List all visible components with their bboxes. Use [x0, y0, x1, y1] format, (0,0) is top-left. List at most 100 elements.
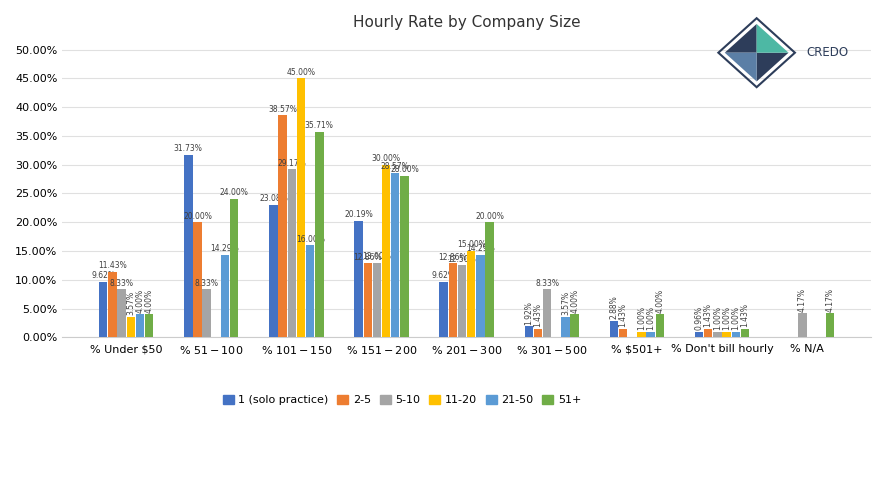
- Text: 1.43%: 1.43%: [618, 303, 627, 327]
- Bar: [391, 173, 400, 337]
- Bar: [203, 289, 211, 337]
- Bar: [354, 221, 362, 337]
- Bar: [543, 289, 551, 337]
- Text: 38.57%: 38.57%: [268, 105, 297, 114]
- Bar: [297, 79, 305, 337]
- Polygon shape: [757, 53, 789, 81]
- Bar: [315, 132, 323, 337]
- Bar: [306, 245, 315, 337]
- Text: 1.00%: 1.00%: [646, 306, 655, 330]
- Text: 20.19%: 20.19%: [344, 210, 373, 219]
- Bar: [193, 222, 202, 337]
- Bar: [722, 331, 731, 337]
- Bar: [184, 155, 192, 337]
- Text: 4.00%: 4.00%: [571, 288, 579, 313]
- Text: 4.00%: 4.00%: [656, 288, 664, 313]
- Text: 15.00%: 15.00%: [457, 240, 486, 249]
- Text: 31.73%: 31.73%: [174, 144, 203, 153]
- Legend: 1 (solo practice), 2-5, 5-10, 11-20, 21-50, 51+: 1 (solo practice), 2-5, 5-10, 11-20, 21-…: [218, 391, 586, 410]
- Bar: [127, 317, 135, 337]
- Text: 14.29%: 14.29%: [211, 244, 239, 253]
- Polygon shape: [757, 24, 789, 53]
- Bar: [826, 313, 835, 337]
- Bar: [476, 255, 485, 337]
- Text: CREDO: CREDO: [806, 46, 848, 59]
- Bar: [117, 289, 126, 337]
- Text: 20.00%: 20.00%: [183, 212, 212, 220]
- Text: 1.92%: 1.92%: [525, 301, 533, 325]
- Bar: [571, 314, 579, 337]
- Bar: [136, 314, 144, 337]
- Bar: [695, 332, 703, 337]
- Text: 29.17%: 29.17%: [277, 159, 307, 168]
- Text: 9.62%: 9.62%: [431, 271, 455, 280]
- Text: 35.71%: 35.71%: [305, 121, 334, 130]
- Text: 8.33%: 8.33%: [195, 279, 219, 288]
- Text: 8.33%: 8.33%: [110, 279, 134, 288]
- Bar: [618, 329, 627, 337]
- Bar: [741, 329, 750, 337]
- Bar: [467, 251, 476, 337]
- Text: 1.43%: 1.43%: [533, 303, 542, 327]
- Text: 13.00%: 13.00%: [362, 252, 392, 261]
- Bar: [108, 272, 117, 337]
- Text: 1.43%: 1.43%: [741, 303, 750, 327]
- Bar: [230, 199, 238, 337]
- Bar: [288, 170, 296, 337]
- Text: 2.88%: 2.88%: [610, 295, 618, 319]
- Bar: [400, 176, 408, 337]
- Text: 12.50%: 12.50%: [447, 255, 477, 263]
- Text: 28.00%: 28.00%: [390, 165, 419, 174]
- Bar: [704, 329, 712, 337]
- Bar: [448, 263, 457, 337]
- Bar: [99, 282, 107, 337]
- Text: 12.86%: 12.86%: [439, 252, 467, 262]
- Bar: [363, 263, 372, 337]
- Text: 24.00%: 24.00%: [220, 189, 249, 197]
- Text: 23.08%: 23.08%: [259, 194, 288, 203]
- Bar: [145, 314, 153, 337]
- Text: 3.57%: 3.57%: [561, 291, 570, 315]
- Bar: [656, 314, 664, 337]
- Polygon shape: [725, 24, 757, 53]
- Text: 4.17%: 4.17%: [826, 287, 835, 312]
- Bar: [533, 329, 542, 337]
- Polygon shape: [725, 53, 757, 81]
- Text: 1.43%: 1.43%: [703, 303, 712, 327]
- Bar: [647, 331, 655, 337]
- Bar: [278, 115, 287, 337]
- Text: 8.33%: 8.33%: [535, 279, 559, 288]
- Text: 3.57%: 3.57%: [127, 291, 136, 315]
- Bar: [439, 282, 448, 337]
- Bar: [637, 331, 646, 337]
- Title: Hourly Rate by Company Size: Hourly Rate by Company Size: [353, 15, 580, 30]
- Text: 9.62%: 9.62%: [91, 271, 115, 280]
- Text: 1.00%: 1.00%: [713, 306, 722, 330]
- Text: 1.00%: 1.00%: [731, 306, 740, 330]
- Bar: [525, 326, 533, 337]
- Text: 1.00%: 1.00%: [722, 306, 731, 330]
- Text: 14.29%: 14.29%: [466, 244, 494, 253]
- Text: 30.00%: 30.00%: [371, 154, 400, 163]
- Bar: [458, 265, 466, 337]
- Bar: [373, 262, 381, 337]
- Text: 1.00%: 1.00%: [637, 306, 646, 330]
- Bar: [486, 222, 494, 337]
- Text: 45.00%: 45.00%: [286, 68, 315, 77]
- Text: 16.00%: 16.00%: [296, 235, 324, 243]
- Text: 4.17%: 4.17%: [798, 287, 807, 312]
- Text: 28.57%: 28.57%: [381, 162, 409, 171]
- Bar: [221, 255, 229, 337]
- Bar: [269, 205, 277, 337]
- Text: 4.00%: 4.00%: [136, 288, 144, 313]
- Bar: [732, 331, 740, 337]
- Bar: [382, 165, 391, 337]
- Text: 11.43%: 11.43%: [98, 261, 127, 270]
- Text: 12.86%: 12.86%: [354, 252, 382, 262]
- Bar: [713, 331, 721, 337]
- Text: 4.00%: 4.00%: [144, 288, 153, 313]
- Text: 20.00%: 20.00%: [475, 212, 504, 220]
- Bar: [798, 313, 806, 337]
- Bar: [561, 317, 570, 337]
- Bar: [610, 321, 618, 337]
